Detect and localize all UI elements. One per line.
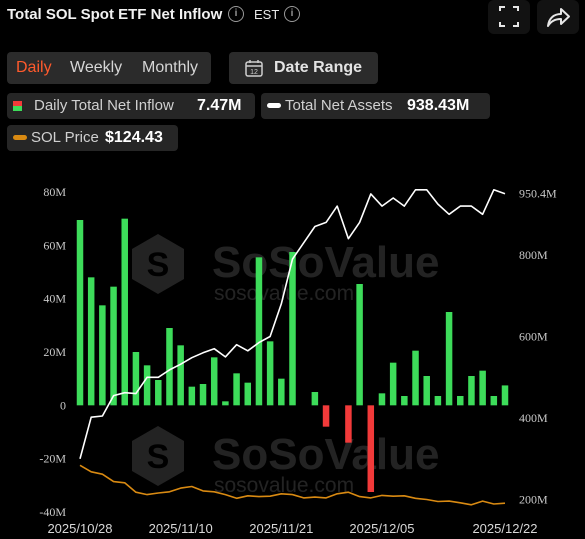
line-legend-icon: [267, 103, 281, 108]
y-left-tick-label: 20M: [43, 345, 66, 359]
fullscreen-button[interactable]: [488, 0, 530, 34]
legend-sol-price[interactable]: SOL Price $124.43: [7, 125, 178, 151]
inflow-bar[interactable]: [244, 382, 252, 406]
inflow-bar[interactable]: [479, 370, 486, 406]
inflow-bar[interactable]: [166, 328, 173, 406]
header: Total SOL Spot ETF Net Inflow i EST i: [0, 0, 585, 40]
y-left-tick-label: 0: [60, 398, 66, 412]
watermark-url: sosovalue.com: [214, 474, 354, 497]
inflow-bar[interactable]: [501, 385, 509, 406]
y-right-tick-label: 600M: [519, 330, 548, 344]
y-right-tick-label: 200M: [519, 493, 548, 507]
period-tab-group: Daily Weekly Monthly: [7, 52, 211, 84]
inflow-bar[interactable]: [412, 350, 419, 406]
calendar-icon: 12: [245, 60, 263, 77]
legend-price-label: SOL Price: [31, 129, 99, 146]
y-right-tick-label: 950.4M: [519, 187, 557, 201]
x-tick-label: 2025/12/05: [349, 521, 414, 536]
inflow-bar[interactable]: [210, 357, 218, 406]
inflow-bar[interactable]: [233, 373, 240, 406]
share-icon: [547, 8, 570, 27]
date-range-label: Date Range: [274, 59, 363, 76]
inflow-bar[interactable]: [188, 386, 196, 406]
x-tick-label: 2025/11/21: [249, 521, 313, 536]
inflow-bar[interactable]: [311, 392, 319, 406]
calendar-icon-day: 12: [250, 69, 258, 76]
legend-inflow-value: 7.47M: [197, 97, 242, 114]
timezone-label: EST: [254, 7, 280, 22]
legend-price-value: $124.43: [105, 129, 163, 146]
watermark-logo-icon: S: [132, 426, 184, 486]
x-tick-label: 2025/11/10: [149, 521, 213, 536]
inflow-bar[interactable]: [345, 405, 352, 443]
inflow-bar[interactable]: [110, 286, 117, 406]
inflow-bar[interactable]: [401, 396, 408, 406]
inflow-bar[interactable]: [222, 401, 229, 406]
svg-text:S: S: [147, 438, 170, 476]
inflow-bar[interactable]: [445, 312, 453, 406]
legend-daily-net-inflow[interactable]: Daily Total Net Inflow 7.47M: [7, 93, 255, 119]
inflow-bar[interactable]: [87, 277, 95, 406]
net-assets-line[interactable]: [79, 189, 506, 460]
share-button[interactable]: [537, 0, 579, 34]
y-left-tick-label: 40M: [43, 292, 66, 306]
inflow-bar[interactable]: [99, 305, 106, 406]
date-range-button[interactable]: 12 Date Range: [229, 52, 378, 84]
inflow-bar[interactable]: [143, 365, 151, 406]
legend-total-net-assets[interactable]: Total Net Assets 938.43M: [261, 93, 490, 119]
inflow-bar[interactable]: [389, 362, 397, 406]
inflow-bar[interactable]: [468, 376, 475, 406]
inflow-bar[interactable]: [423, 376, 430, 406]
inflow-bar[interactable]: [255, 257, 263, 406]
inflow-bar[interactable]: [266, 341, 274, 406]
svg-text:S: S: [147, 246, 170, 284]
watermark-brand: SoSoValue: [212, 430, 439, 479]
watermark: S SoSoValue sosovalue.com S SoSoValue so…: [132, 234, 439, 497]
chart-area: S SoSoValue sosovalue.com S SoSoValue so…: [39, 185, 557, 536]
legend-inflow-label: Daily Total Net Inflow: [34, 97, 174, 114]
chart-title: Total SOL Spot ETF Net Inflow: [7, 6, 223, 23]
inflow-bar[interactable]: [121, 218, 128, 406]
y-left-tick-label: 60M: [43, 238, 66, 252]
bar-legend-icon: [13, 101, 22, 111]
inflow-bar[interactable]: [378, 393, 386, 406]
y-left-tick-label: -40M: [39, 505, 66, 519]
inflow-bar[interactable]: [76, 220, 84, 406]
y-left-tick-label: -20M: [39, 452, 66, 466]
inflow-bar[interactable]: [155, 380, 162, 406]
x-tick-label: 2025/10/28: [47, 521, 112, 536]
inflow-bar[interactable]: [278, 378, 285, 406]
legend-assets-label: Total Net Assets: [285, 97, 393, 114]
inflow-bar[interactable]: [457, 396, 464, 406]
y-left-tick-label: 80M: [43, 185, 66, 199]
info-icon[interactable]: i: [228, 6, 244, 22]
watermark-brand: SoSoValue: [212, 238, 439, 287]
inflow-bar[interactable]: [434, 396, 442, 406]
tab-monthly[interactable]: Monthly: [142, 59, 199, 76]
watermark-logo-icon: S: [132, 234, 184, 294]
inflow-bar[interactable]: [132, 352, 140, 406]
inflow-bar[interactable]: [356, 284, 363, 406]
timezone-info-icon[interactable]: i: [284, 6, 300, 22]
inflow-bar[interactable]: [367, 405, 375, 492]
y-right-tick-label: 800M: [519, 248, 548, 262]
price-legend-icon: [13, 135, 27, 140]
inflow-bar[interactable]: [490, 396, 498, 406]
legend-assets-value: 938.43M: [407, 97, 470, 114]
sol-price-line[interactable]: [79, 464, 506, 506]
tab-weekly[interactable]: Weekly: [70, 59, 123, 76]
inflow-bar[interactable]: [177, 345, 184, 406]
fullscreen-icon: [499, 6, 519, 27]
x-tick-label: 2025/12/22: [472, 521, 537, 536]
tab-daily[interactable]: Daily: [16, 59, 52, 76]
inflow-bar[interactable]: [289, 252, 296, 406]
y-right-tick-label: 400M: [519, 411, 548, 425]
inflow-bar[interactable]: [199, 384, 207, 406]
inflow-bar[interactable]: [322, 405, 330, 427]
